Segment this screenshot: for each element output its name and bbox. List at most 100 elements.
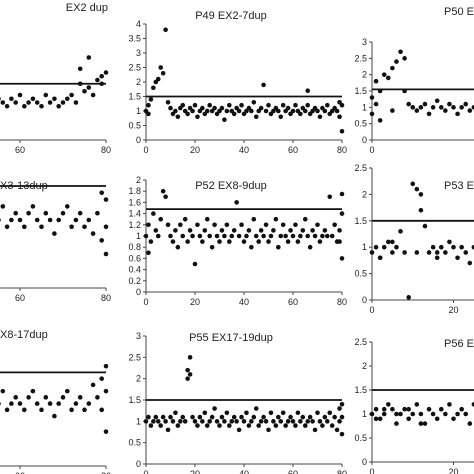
data-point [73, 100, 79, 105]
data-point [438, 244, 444, 250]
data-point [4, 224, 10, 230]
data-point [249, 244, 254, 250]
data-point [327, 194, 333, 200]
x-tick-label: 80 [101, 471, 111, 474]
y-tick-label: 1.5 [354, 86, 367, 96]
data-point [337, 100, 342, 105]
data-point [197, 414, 203, 420]
data-point [190, 108, 195, 114]
data-point [320, 233, 325, 239]
data-point [180, 414, 186, 420]
data-point [43, 395, 49, 400]
data-point [43, 210, 49, 216]
data-point [182, 216, 188, 222]
data-point [418, 207, 424, 213]
data-point [467, 260, 473, 266]
data-point [148, 239, 154, 244]
data-point [246, 228, 252, 233]
data-point [414, 186, 420, 192]
y-tick-label: 0.5 [354, 269, 367, 279]
data-point [60, 395, 66, 400]
data-point [103, 251, 109, 257]
data-point [471, 244, 474, 250]
data-point [22, 224, 27, 230]
data-point [381, 72, 387, 77]
data-point [406, 406, 411, 412]
y-tick-label: 0.5 [354, 119, 367, 129]
chart-title: X8-17dup [0, 329, 48, 341]
data-point [422, 101, 428, 107]
data-point [325, 419, 330, 424]
data-point [315, 222, 320, 228]
data-point [224, 108, 230, 114]
data-point [239, 102, 244, 108]
data-point [398, 411, 403, 417]
y-tick-label: 2.5 [354, 337, 367, 347]
y-tick-label: 0.8 [128, 242, 141, 252]
data-point [143, 419, 149, 424]
data-point [332, 414, 337, 420]
data-point [73, 401, 79, 406]
data-point [339, 414, 345, 420]
data-point [329, 423, 335, 428]
data-point [339, 129, 345, 134]
data-point [217, 239, 222, 244]
data-point [99, 238, 104, 243]
data-point [187, 355, 193, 360]
data-point [244, 410, 249, 416]
data-point [263, 222, 269, 228]
data-point [339, 191, 345, 197]
data-point [261, 233, 266, 239]
data-point [283, 423, 288, 428]
data-point [60, 100, 66, 105]
data-point [285, 105, 291, 111]
data-point [209, 244, 215, 250]
data-point [229, 419, 235, 424]
data-point [192, 102, 198, 108]
data-point [160, 414, 166, 420]
data-point [30, 96, 36, 102]
data-point [168, 414, 173, 420]
data-point [402, 250, 407, 255]
data-point [200, 419, 205, 424]
data-point [0, 97, 1, 101]
data-point [153, 414, 159, 420]
x-tick-label: 0 [369, 305, 374, 315]
data-point [227, 423, 232, 428]
data-point [175, 114, 181, 120]
chart-title: EX2 dup [65, 2, 108, 14]
x-tick-label: 0 [143, 145, 148, 155]
data-point [426, 111, 432, 117]
data-point [241, 239, 247, 244]
data-point [394, 421, 399, 426]
data-point [185, 239, 190, 244]
data-point [455, 255, 460, 261]
data-point [410, 411, 416, 417]
data-point [317, 239, 323, 244]
y-tick-label: 1 [362, 242, 367, 252]
x-tick-label: 20 [448, 305, 458, 315]
data-point [430, 105, 436, 110]
data-point [402, 56, 407, 61]
data-point [69, 407, 74, 413]
data-point [165, 427, 171, 433]
data-point [414, 250, 420, 255]
data-point [209, 414, 215, 420]
chart-panel-2: P49 EX2-7dup 0 0.5 1 1.5 2 2.5 3 3.5 4 0 20 40 60 80 [112, 0, 350, 158]
data-point [99, 81, 104, 87]
data-point [390, 406, 395, 412]
data-point [175, 244, 181, 250]
x-tick-label: 80 [101, 293, 111, 303]
y-tick-label: 0.6 [128, 253, 141, 263]
y-tick-label: 2.5 [128, 63, 141, 73]
data-point [231, 111, 237, 117]
y-tick-label: 2.5 [128, 352, 141, 362]
data-point [300, 414, 306, 420]
chart-panel-5: P52 EX8-9dup 0 0.2 0.4 0.6 0.8 1 1.2 1.4 1.6 1.8 2… [112, 158, 350, 316]
data-point [146, 414, 151, 420]
data-point [47, 401, 53, 406]
data-point [4, 407, 10, 413]
data-point [339, 211, 345, 216]
data-point [261, 414, 266, 420]
